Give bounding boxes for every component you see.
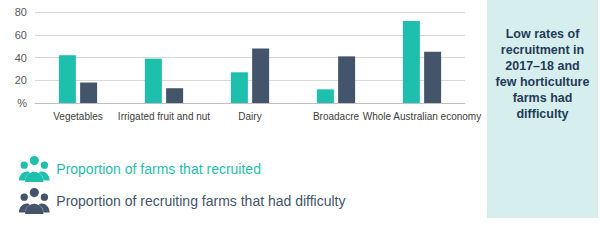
svg-text:20: 20 — [15, 74, 27, 86]
svg-text:Vegetables: Vegetables — [53, 111, 103, 122]
svg-text:60: 60 — [15, 29, 27, 41]
svg-text:Proportion of recruiting farms: Proportion of recruiting farms that had … — [56, 193, 345, 209]
svg-text:40: 40 — [15, 52, 27, 64]
svg-text:Irrigated fruit and nut: Irrigated fruit and nut — [118, 111, 210, 122]
svg-text:80: 80 — [15, 6, 27, 18]
svg-text:%: % — [17, 97, 27, 109]
svg-text:Dairy: Dairy — [238, 111, 261, 122]
html-text:Low rates of recruitment in 20: Low rates of recruitment in 2017–18 and … — [495, 27, 590, 121]
svg-text:Proportion of farms that recru: Proportion of farms that recruited — [56, 161, 261, 177]
svg-text:Broadacre: Broadacre — [313, 111, 360, 122]
svg-text:Whole Australian economy: Whole Australian economy — [363, 111, 481, 122]
